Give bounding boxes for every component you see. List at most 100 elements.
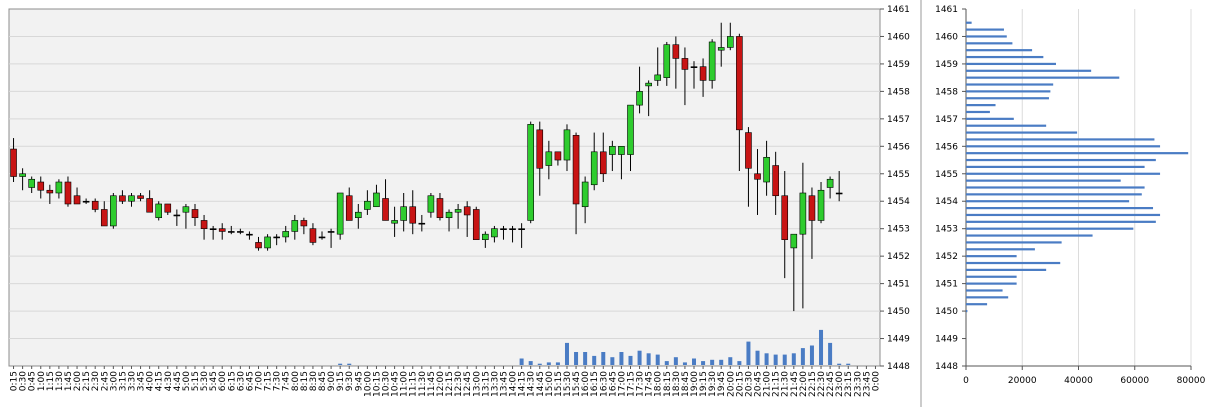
candle-body	[28, 178, 35, 188]
y-tick-label: 1452	[935, 252, 958, 262]
x-tick-label: 4:30	[164, 371, 174, 391]
candle-body	[55, 181, 63, 194]
candle-body	[164, 203, 172, 213]
candle-body	[173, 214, 181, 217]
candle-body	[100, 209, 108, 227]
x-tick-label: 60000	[1120, 376, 1149, 386]
profile-bar	[966, 186, 1145, 189]
candle-body	[137, 195, 144, 199]
y-tick-label: 1461	[935, 5, 958, 15]
profile-bar	[966, 179, 1121, 182]
x-tick-label: 7:45	[282, 371, 292, 391]
y-tick-label: 1456	[935, 142, 958, 152]
x-tick-label: 1:45	[64, 371, 74, 391]
y-tick-label: 1457	[887, 115, 910, 125]
candle-body	[763, 156, 770, 183]
x-tick-label: 7:30	[273, 371, 283, 391]
y-tick-label: 1452	[887, 252, 910, 262]
candle-body	[309, 228, 317, 243]
candle-body	[826, 178, 834, 188]
x-tick-label: 20:30	[744, 371, 754, 397]
x-tick-label: 8:45	[318, 371, 328, 391]
x-tick-label: 6:00	[218, 371, 228, 391]
profile-bar	[966, 124, 1047, 127]
x-tick-label: 19:00	[690, 371, 700, 397]
candle-body	[10, 148, 17, 177]
volume-bar	[601, 352, 606, 365]
candle-body	[463, 206, 471, 216]
x-tick-label: 10:00	[363, 371, 373, 397]
candle-body	[237, 231, 244, 233]
x-tick-label: 3:15	[118, 371, 128, 391]
candle-body	[373, 192, 380, 208]
x-tick-label: 22:45	[826, 371, 836, 397]
candle-body	[155, 203, 163, 219]
profile-bar	[966, 282, 1017, 285]
candle-body	[218, 228, 226, 232]
y-tick-label: 1453	[887, 225, 910, 235]
x-tick-label: 21:00	[763, 371, 773, 397]
x-tick-label: 20:15	[735, 371, 745, 397]
x-tick-label: 18:45	[681, 371, 691, 397]
volume-bar	[583, 352, 588, 365]
y-tick-label: 1460	[935, 32, 958, 42]
candle-body	[336, 192, 344, 235]
profile-bar	[966, 158, 1156, 162]
x-tick-label: 20:45	[754, 371, 764, 397]
candle-body	[618, 146, 625, 155]
profile-bar	[966, 83, 1054, 86]
candle-body	[227, 231, 235, 233]
candle-body	[436, 198, 444, 219]
candle-body	[799, 192, 807, 235]
y-tick-label: 1461	[887, 5, 910, 15]
x-tick-label: 8:30	[309, 371, 319, 391]
candle-body	[110, 195, 117, 227]
candle-body	[327, 231, 335, 233]
x-tick-label: 17:45	[645, 371, 655, 397]
profile-bar	[966, 200, 1130, 203]
x-tick-label: 3:30	[127, 371, 137, 391]
candle-body	[472, 209, 480, 240]
y-tick-label: 1449	[887, 335, 910, 345]
candle-body	[672, 44, 680, 59]
candle-body	[119, 195, 126, 202]
y-tick-label: 1459	[887, 60, 910, 70]
x-tick-label: 2:00	[73, 371, 83, 391]
x-tick-label: 80000	[1177, 376, 1206, 386]
x-tick-label: 16:45	[608, 371, 618, 397]
volume-bar	[628, 355, 633, 365]
candle-body	[754, 173, 761, 180]
candle-body	[482, 233, 489, 240]
x-tick-label: 8:15	[300, 371, 310, 391]
candle-body	[599, 151, 607, 175]
candle-body	[445, 211, 453, 219]
y-tick-label: 1460	[887, 32, 910, 42]
candle-body	[255, 242, 262, 249]
x-tick-label: 21:30	[781, 371, 791, 397]
y-tick-label: 1450	[887, 307, 910, 317]
volume-bar	[800, 348, 805, 365]
volume-bar	[737, 361, 742, 365]
candle-body	[590, 151, 598, 186]
candle-body	[699, 66, 707, 81]
x-tick-label: 2:15	[82, 371, 92, 391]
x-tick-label: 16:30	[599, 371, 609, 397]
volume-bar	[837, 363, 842, 365]
candle-body	[209, 228, 217, 230]
volume-bar	[664, 361, 669, 365]
candle-body	[300, 220, 308, 227]
volume-bar	[819, 329, 824, 365]
x-tick-label: 16:15	[590, 371, 600, 397]
profile-bar	[966, 90, 1051, 93]
volume-bar	[347, 363, 352, 365]
x-tick-label: 11:30	[418, 371, 428, 397]
y-tick-label: 1454	[887, 197, 910, 207]
candle-body	[418, 222, 426, 225]
y-tick-label: 1448	[935, 362, 958, 372]
volume-bar	[728, 357, 733, 365]
profile-bar	[966, 145, 1161, 148]
x-tick-label: 22:00	[799, 371, 809, 397]
candle-body	[726, 36, 734, 48]
x-tick-label: 6:15	[227, 371, 237, 391]
y-tick-label: 1448	[887, 362, 910, 372]
